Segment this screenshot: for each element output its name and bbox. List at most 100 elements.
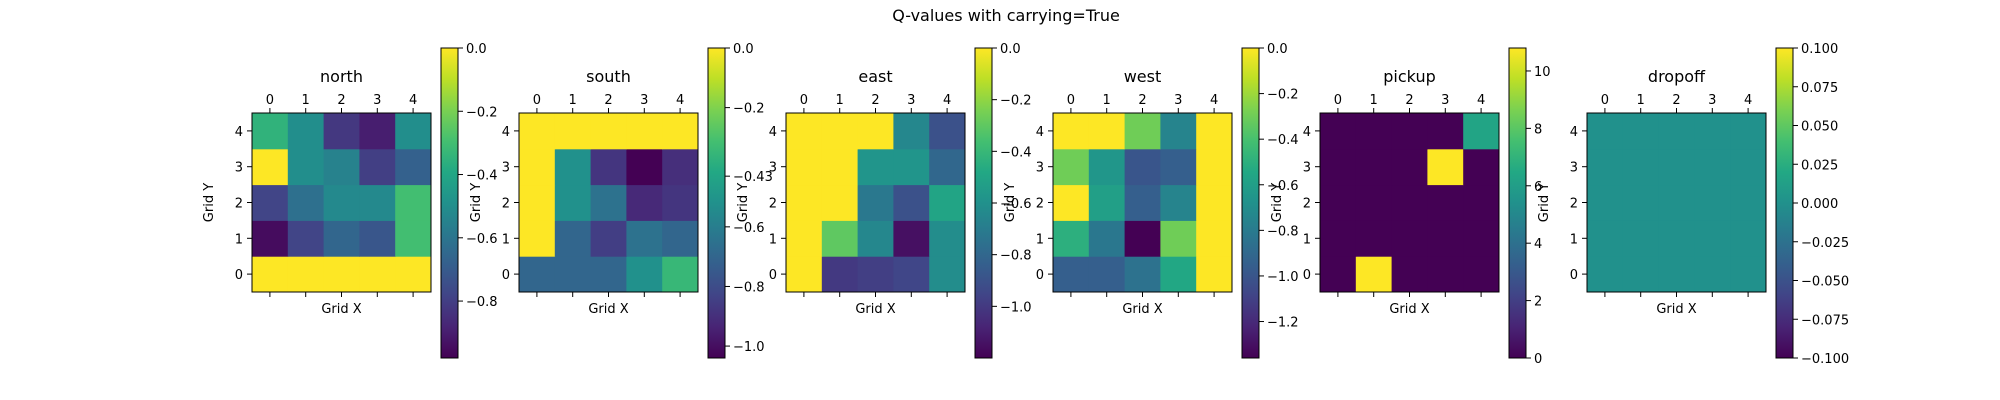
- heatmap-cell: [1587, 184, 1624, 221]
- heatmap-cell: [662, 184, 699, 221]
- heatmap-cell: [1694, 184, 1731, 221]
- y-tick-label: 2: [1303, 197, 1311, 212]
- heatmap-cell: [786, 148, 823, 186]
- heatmap-panels: north 0 1 2 3 4 0 1 2 3 4 Grid X Grid Y −0.8 −0.6 −0.4 −…: [202, 42, 1849, 367]
- heatmap-cell: [1622, 184, 1660, 221]
- heatmap-cell: [395, 256, 432, 293]
- heatmap-cell: [323, 184, 360, 221]
- colorbar-tick-label: −1.0: [1267, 270, 1299, 285]
- heatmap-cell: [1196, 113, 1233, 150]
- heatmap-cell: [1391, 113, 1428, 150]
- heatmap-cell: [626, 113, 663, 150]
- heatmap-cell: [1053, 184, 1090, 221]
- heatmap-cell: [1463, 113, 1500, 150]
- heatmap-cell: [1196, 184, 1233, 221]
- heatmap-cell: [287, 220, 325, 257]
- heatmap-cell: [1427, 184, 1464, 221]
- x-tick-label: 1: [1103, 93, 1111, 108]
- heatmap-cell: [1160, 220, 1197, 257]
- colorbar: [974, 47, 993, 359]
- x-tick-label: 4: [1477, 93, 1485, 108]
- heatmap-cell: [626, 184, 663, 221]
- panel-title: west: [1124, 67, 1162, 86]
- heatmap-cell: [1088, 184, 1126, 221]
- heatmap-cell: [1694, 220, 1731, 257]
- x-tick-label: 2: [1672, 93, 1680, 108]
- heatmap-cell: [893, 113, 930, 150]
- heatmap-cell: [1463, 148, 1500, 186]
- heatmap-cell: [1196, 220, 1233, 257]
- heatmap-cell: [626, 256, 663, 293]
- x-tick-label: 0: [533, 93, 541, 108]
- x-tick-label: 4: [1744, 93, 1752, 108]
- heatmap-cell: [1053, 256, 1090, 293]
- heatmap-cell: [1391, 148, 1428, 186]
- heatmap-cell: [519, 256, 556, 293]
- y-tick-label: 2: [235, 197, 243, 212]
- heatmap-cell: [1463, 184, 1500, 221]
- panel-title: pickup: [1383, 67, 1435, 86]
- x-tick-label: 0: [1334, 93, 1342, 108]
- y-axis-label: Grid Y: [736, 183, 751, 222]
- heatmap-cell: [1355, 220, 1393, 257]
- heatmap-cell: [1196, 256, 1233, 293]
- colorbar-tick-label: 0.050: [1801, 120, 1838, 135]
- heatmap-cell: [519, 184, 556, 221]
- heatmap-cell: [519, 148, 556, 186]
- colorbar-tick-label: −0.050: [1801, 275, 1849, 290]
- colorbar-tick-label: 8: [1534, 122, 1542, 137]
- colorbar: [1241, 47, 1260, 359]
- colorbar-tick-label: −1.2: [1267, 316, 1299, 331]
- y-tick-label: 1: [1303, 232, 1311, 247]
- heatmap-cell: [287, 148, 325, 186]
- heatmap-cell: [554, 113, 592, 150]
- heatmap-cell: [1463, 256, 1500, 293]
- heatmap-cell: [821, 148, 859, 186]
- colorbar: [1508, 47, 1527, 359]
- y-tick-label: 3: [502, 161, 510, 176]
- y-tick-label: 0: [769, 268, 777, 283]
- y-tick-label: 4: [1303, 125, 1311, 140]
- heatmap-cell: [929, 113, 966, 150]
- colorbar-tick-label: −0.4: [466, 169, 498, 184]
- x-tick-label: 1: [1637, 93, 1645, 108]
- heatmap-cell: [1427, 113, 1464, 150]
- y-tick-label: 0: [235, 268, 243, 283]
- colorbar-tick-label: −1.0: [733, 340, 765, 355]
- heatmap-cell: [1160, 148, 1197, 186]
- heatmap-cell: [1622, 256, 1660, 293]
- heatmap-cell: [359, 184, 396, 221]
- y-axis-label: Grid Y: [1270, 183, 1285, 222]
- y-tick-label: 0: [1036, 268, 1044, 283]
- x-axis-label: Grid X: [588, 302, 628, 317]
- panel-east: east 0 1 2 3 4 0 1 2 3 4 Grid X Grid Y −1.0 −0.8 −0.6 −0…: [736, 42, 1032, 359]
- y-tick-label: 0: [502, 268, 510, 283]
- heatmap-cell: [1320, 256, 1357, 293]
- figure-title: Q-values with carrying=True: [892, 6, 1120, 25]
- heatmap-cell: [1088, 113, 1126, 150]
- heatmap-cell: [1730, 220, 1767, 257]
- y-tick-label: 2: [769, 197, 777, 212]
- heatmap-cell: [929, 148, 966, 186]
- heatmap-cell: [821, 113, 859, 150]
- heatmap-cell: [252, 184, 289, 221]
- heatmap-cell: [519, 113, 556, 150]
- heatmap-cell: [1427, 220, 1464, 257]
- y-tick-label: 0: [1303, 268, 1311, 283]
- y-tick-label: 4: [502, 125, 510, 140]
- colorbar-tick-label: 0.0: [1000, 42, 1021, 57]
- colorbar-tick-label: −0.6: [1000, 197, 1032, 212]
- colorbar-tick-label: −0.4: [1267, 133, 1299, 148]
- x-tick-label: 0: [1601, 93, 1609, 108]
- heatmap-cell: [1320, 148, 1357, 186]
- panel-title: north: [320, 67, 363, 86]
- x-tick-label: 3: [1708, 93, 1716, 108]
- y-tick-label: 3: [769, 161, 777, 176]
- y-tick-label: 1: [235, 232, 243, 247]
- panel-west: west 0 1 2 3 4 0 1 2 3 4 Grid X Grid Y −1.2 −1.0 −0.8 −0…: [1003, 42, 1299, 359]
- heatmap-cell: [1587, 148, 1624, 186]
- colorbar-tick-label: 0: [1534, 352, 1542, 367]
- heatmap-cell: [395, 184, 432, 221]
- y-tick-label: 1: [1570, 232, 1578, 247]
- heatmap-cell: [893, 148, 930, 186]
